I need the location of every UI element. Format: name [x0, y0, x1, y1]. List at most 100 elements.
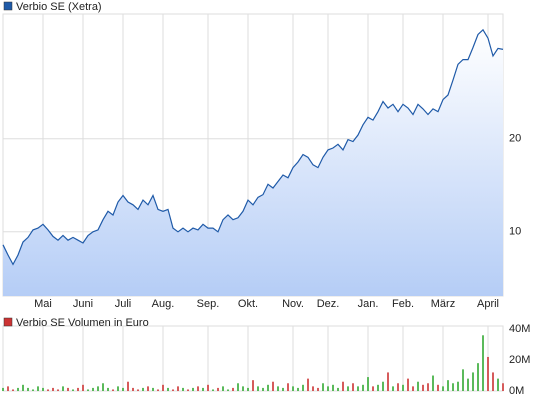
volume-bar	[137, 389, 139, 391]
volume-bar	[307, 378, 309, 391]
volume-bar	[167, 387, 169, 391]
volume-bar	[327, 386, 329, 391]
volume-bar	[102, 383, 104, 391]
volume-bar	[292, 386, 294, 391]
volume-bar	[337, 387, 339, 391]
volume-bar	[197, 386, 199, 391]
volume-bar	[332, 384, 334, 391]
volume-bar	[82, 384, 84, 391]
volume-bar	[397, 383, 399, 391]
x-tick-label: Nov.	[282, 298, 304, 310]
volume-bar	[442, 386, 444, 391]
x-tick-label: April	[477, 298, 499, 310]
volume-bar	[487, 356, 489, 391]
volume-bar	[342, 381, 344, 391]
volume-bar	[42, 387, 44, 391]
volume-bar	[182, 387, 184, 391]
volume-bar	[67, 387, 69, 391]
x-tick-label: Feb.	[392, 298, 414, 310]
x-tick-label: Juni	[73, 298, 93, 310]
volume-bar	[267, 384, 269, 391]
volume-bar	[22, 384, 24, 391]
volume-bar	[157, 389, 159, 391]
volume-bar	[127, 381, 129, 391]
volume-bar	[272, 381, 274, 391]
volume-bar	[362, 384, 364, 391]
x-tick-label: Juli	[115, 298, 132, 310]
volume-bar	[467, 378, 469, 391]
volume-bar	[2, 387, 4, 391]
y-tick-label: 10	[509, 226, 521, 238]
volume-bar	[407, 378, 409, 391]
volume-bar	[27, 387, 29, 391]
volume-bar	[447, 380, 449, 391]
volume-bar	[382, 381, 384, 391]
volume-bar	[17, 387, 19, 391]
volume-bar	[32, 389, 34, 391]
volume-bar	[97, 386, 99, 391]
volume-bar	[117, 386, 119, 391]
volume-bar	[357, 386, 359, 391]
volume-bar	[252, 380, 254, 391]
volume-bar	[207, 384, 209, 391]
volume-bar	[242, 386, 244, 391]
volume-bar	[227, 389, 229, 391]
y-tick-label: 40M	[509, 323, 530, 335]
volume-bar	[37, 386, 39, 391]
volume-bar	[387, 372, 389, 391]
volume-bar	[312, 386, 314, 391]
volume-bar	[107, 387, 109, 391]
volume-bar	[377, 384, 379, 391]
volume-bar	[287, 383, 289, 391]
area	[3, 29, 503, 297]
legend-label: Verbio SE (Xetra)	[16, 1, 102, 13]
volume-bar	[12, 389, 14, 391]
volume-bar	[72, 389, 74, 391]
volume-bar	[412, 386, 414, 391]
volume-bar	[422, 384, 424, 391]
volume-bar	[92, 387, 94, 391]
volume-bar	[152, 387, 154, 391]
volume-bar	[7, 386, 9, 391]
volume-bar	[452, 383, 454, 391]
volume-bar	[177, 386, 179, 391]
volume-bar	[202, 387, 204, 391]
legend-swatch	[3, 1, 13, 11]
x-tick-label: Okt.	[238, 298, 258, 310]
volume-bar	[352, 383, 354, 391]
volume-bar	[417, 381, 419, 391]
volume-bar	[262, 387, 264, 391]
volume-bar	[392, 386, 394, 391]
volume-bar	[162, 384, 164, 391]
volume-bar	[232, 387, 234, 391]
x-tick-label: Dez.	[317, 298, 340, 310]
volume-bar	[52, 387, 54, 391]
volume-bar	[297, 387, 299, 391]
volume-bar	[277, 386, 279, 391]
volume-bar	[317, 387, 319, 391]
volume-bar	[57, 389, 59, 391]
volume-bar	[132, 387, 134, 391]
volume-bar	[477, 363, 479, 391]
x-tick-label: Aug.	[152, 298, 175, 310]
volume-bar	[192, 387, 194, 391]
volume-bar	[347, 386, 349, 391]
legend-label: Verbio SE Volumen in Euro	[16, 317, 149, 329]
x-tick-label: Jan.	[358, 298, 379, 310]
volume-bar	[237, 383, 239, 391]
volume-bar	[47, 389, 49, 391]
volume-bar	[472, 372, 474, 391]
volume-bar	[172, 389, 174, 391]
volume-bar	[222, 386, 224, 391]
volume-bar	[257, 386, 259, 391]
volume-bar	[462, 369, 464, 391]
volume-bar	[302, 384, 304, 391]
volume-bar	[437, 384, 439, 391]
x-tick-label: Sep.	[197, 298, 220, 310]
volume-bar	[282, 387, 284, 391]
volume-bar	[367, 377, 369, 391]
volume-bar	[112, 389, 114, 391]
volume-bar	[217, 387, 219, 391]
volume-bar	[497, 378, 499, 391]
